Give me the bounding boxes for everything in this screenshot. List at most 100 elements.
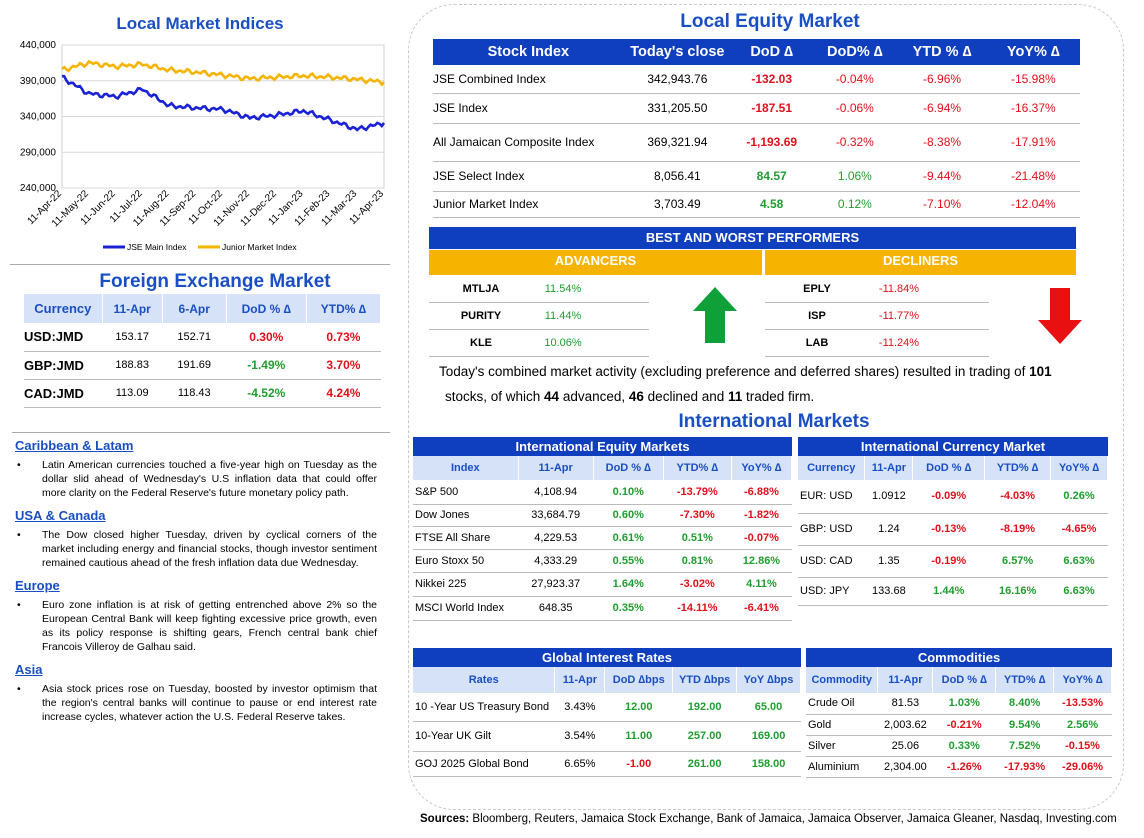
row-yoy: 0.26% [1063,490,1095,503]
y-tick-label: 390,000 [20,76,57,87]
row-ytd: 16.16% [998,585,1037,597]
advancers-header: ADVANCERS [429,250,762,275]
news-body: Latin American currencies touched a five… [15,458,377,500]
chart-title: Local Market Indices [116,14,284,33]
fx-header-cell: DoD % ∆ [226,294,307,323]
equity-row: All Jamaican Composite Index 369,321.94 -1… [433,123,1080,161]
row-ytd: -14.11% [677,602,718,614]
performer-symbol: PURITY [460,310,502,322]
news-body: Asia stock prices rose on Tuesday, boost… [15,682,377,724]
table-header-cell: YoY ∆bps [736,667,801,693]
equity-close: 342,943.76 [647,71,708,86]
table-row: GBP: USD 1.24 -0.13% -8.19% -4.65% [798,513,1108,545]
row-yoy: -13.53% [1062,697,1104,710]
up-arrow-icon [693,287,737,343]
performer-symbol: KLE [470,337,492,349]
table-row: GOJ 2025 Global Bond 6.65% -1.00 261.00 158.… [413,751,801,776]
table-header-cell: 11-Apr [864,456,914,480]
table-header-cell: 11-Apr [877,667,934,693]
table-row: Nikkei 225 27,923.37 1.64% -3.02% 4.11% [413,572,792,596]
row-ytd: 192.00 [687,700,722,713]
y-tick-label: 240,000 [20,183,57,194]
equity-yoy: -17.91% [1010,135,1056,149]
equity-header-cell: DoD ∆ [750,44,794,60]
row-dod: 12.00 [624,700,653,713]
news-item: USA & Canada The Dow closed higher Tuesda… [15,508,377,570]
table-header-cell: 11-Apr [518,456,594,480]
table-row: Aluminium 2,304.00 -1.26% -17.93% -29.06% [806,756,1112,777]
fx-ytd: 3.70% [326,358,361,372]
equity-header-cell: DoD% ∆ [827,44,883,60]
row-dod: 0.35% [612,602,644,614]
fx-row: CAD:JMD 113.09 118.43 -4.52% 4.24% [24,379,381,407]
equity-close: 8,056.41 [654,169,701,183]
row-yoy: 65.00 [754,700,783,713]
fx-value: 118.43 [177,387,211,399]
table-row: 10 -Year US Treasury Bond 3.43% 12.00 192.0… [413,693,801,721]
table-header-cell: YoY% ∆ [1050,456,1108,480]
news-body: The Dow closed higher Tuesday, driven by… [15,528,377,570]
table-row: Silver 25.06 0.33% 7.52% -0.15% [806,735,1112,756]
row-value: 1.0912 [872,490,906,503]
equity-yoy: -12.04% [1010,197,1056,211]
row-value: 33,684.79 [531,509,581,521]
row-dod: 0.55% [612,554,644,567]
intl-title: International Markets [678,411,870,432]
row-dod: 11.00 [625,730,653,742]
equity-close: 369,321.94 [647,135,708,149]
fx-header-cell: Currency [24,294,103,323]
row-ytd: -17.93% [1004,760,1046,773]
equity-header-cell: Stock Index [487,44,570,60]
row-dod: -0.13% [931,523,967,535]
fx-value: 188.83 [115,359,149,371]
row-yoy: -1.82% [744,509,779,521]
performers-title: BEST AND WORST PERFORMERS [429,227,1076,249]
row-value: 4,229.53 [534,531,578,544]
fx-dod: -1.49% [247,358,286,372]
row-dod: -0.21% [946,718,982,731]
performer-pct: 11.44% [544,310,582,322]
row-value: 3.43% [564,700,596,713]
table-header-cell: DoD % ∆ [932,667,997,693]
equity-title: Local Equity Market [680,11,860,32]
row-value: 133.68 [872,585,906,597]
row-yoy: 4.11% [746,578,777,590]
row-dod: 0.10% [612,485,644,498]
sources-line: Sources: Bloomberg, Reuters, Jamaica Sto… [420,813,1117,825]
table-header-cell: Rates [413,667,556,693]
table-row: EUR: USD 1.0912 -0.09% -4.03% 0.26% [798,480,1108,513]
row-label: Euro Stoxx 50 [415,554,485,567]
equity-dod: -132.03 [751,71,793,86]
intl-equity-table: International Equity Markets Index 11-Apr… [413,437,793,621]
table-row: MSCI World Index 648.35 0.35% -14.11% -6.41% [413,596,792,620]
row-ytd: 0.81% [681,554,713,567]
row-ytd: 9.54% [1009,718,1041,731]
row-yoy: 158.00 [751,757,786,770]
row-dod: 1.64% [612,578,644,590]
row-dod: 1.03% [948,697,980,710]
row-label: 10-Year UK Gilt [415,730,492,742]
row-yoy: 6.63% [1063,555,1095,567]
equity-name: JSE Select Index [433,169,525,183]
row-label: EUR: USD [800,490,853,503]
table-header-cell: DoD % ∆ [593,456,664,480]
fx-header-cell: YTD% ∆ [306,294,382,323]
fx-header-cell: 6-Apr [162,294,227,323]
fx-value: 113.09 [115,387,149,399]
equity-dod: 84.57 [756,169,787,183]
equity-row: JSE Index 331,205.50 -187.51 -0.06% -6.94% -1… [433,93,1080,123]
equity-name: Junior Market Index [433,197,539,211]
fx-dod: 0.30% [249,329,284,344]
y-tick-label: 340,000 [20,112,57,123]
row-label: S&P 500 [415,485,459,498]
series-line [61,59,385,87]
advancers-list: MTLJA 11.54% PURITY 11.44% KLE 10.06% [429,276,649,357]
row-dod: 0.60% [612,509,644,521]
row-yoy: 2.56% [1066,718,1099,731]
fx-dod: -4.52% [247,386,286,400]
news-heading: Asia [15,662,43,677]
intl-currency-table: International Currency Market Currency 11… [798,437,1108,606]
row-value: 648.35 [538,602,573,614]
equity-close: 331,205.50 [647,101,708,115]
